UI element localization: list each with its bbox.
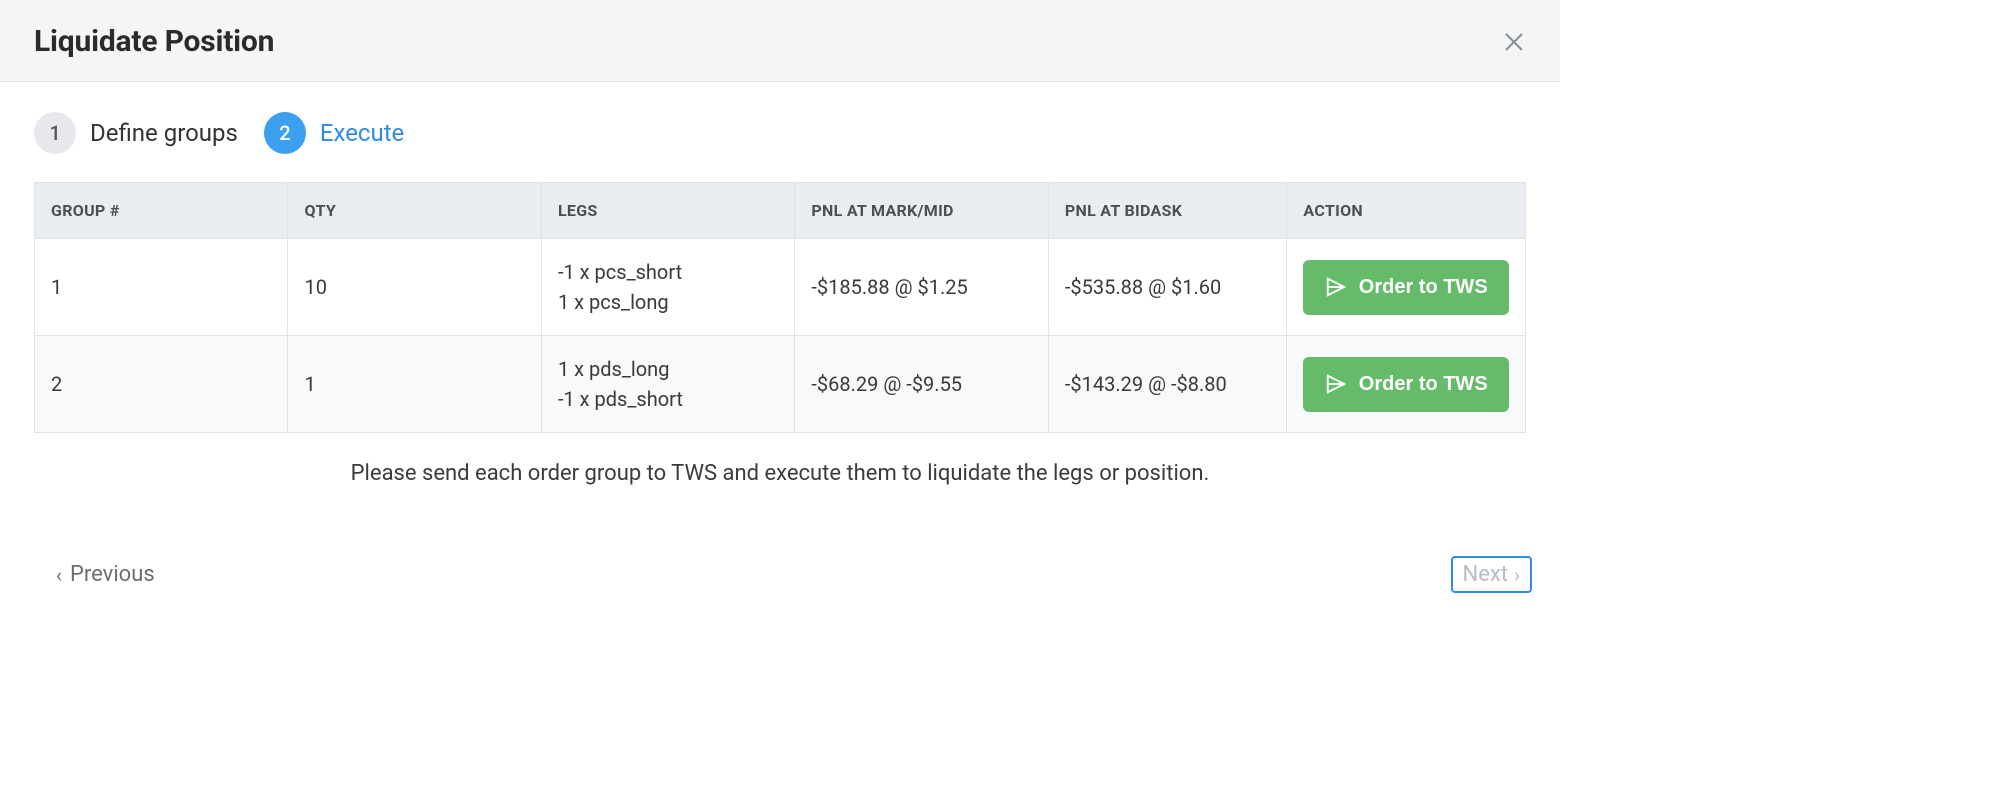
cell-action: Order to TWS — [1287, 336, 1526, 433]
order-button-label: Order to TWS — [1359, 276, 1488, 299]
cell-legs: -1 x pcs_short 1 x pcs_long — [541, 239, 794, 336]
send-icon — [1325, 373, 1347, 395]
cell-pnl-mark: -$185.88 @ $1.25 — [795, 239, 1048, 336]
stepper: 1 Define groups 2 Execute — [0, 82, 1560, 182]
cell-pnl-mark: -$68.29 @ -$9.55 — [795, 336, 1048, 433]
cell-pnl-bidask: -$143.29 @ -$8.80 — [1048, 336, 1287, 433]
leg-line: -1 x pcs_short — [558, 257, 778, 287]
cell-legs: 1 x pds_long -1 x pds_short — [541, 336, 794, 433]
cell-qty: 1 — [288, 336, 541, 433]
wizard-footer: ‹ Previous Next › — [0, 496, 1560, 613]
leg-line: -1 x pds_short — [558, 384, 778, 414]
col-qty: QTY — [288, 183, 541, 239]
chevron-right-icon: › — [1514, 565, 1520, 585]
cell-pnl-bidask: -$535.88 @ $1.60 — [1048, 239, 1287, 336]
step-1-badge: 1 — [34, 112, 76, 154]
chevron-left-icon: ‹ — [56, 565, 62, 585]
cell-qty: 10 — [288, 239, 541, 336]
modal-header: Liquidate Position — [0, 0, 1560, 82]
table-row: 1 10 -1 x pcs_short 1 x pcs_long -$185.8… — [35, 239, 1526, 336]
previous-label: Previous — [70, 562, 155, 587]
send-icon — [1325, 276, 1347, 298]
col-pnl-mark: PNL AT MARK/MID — [795, 183, 1048, 239]
step-1[interactable]: 1 Define groups — [34, 112, 238, 154]
col-group: GROUP # — [35, 183, 288, 239]
cell-action: Order to TWS — [1287, 239, 1526, 336]
table-row: 2 1 1 x pds_long -1 x pds_short -$68.29 … — [35, 336, 1526, 433]
instruction-text: Please send each order group to TWS and … — [0, 433, 1560, 496]
cell-group: 2 — [35, 336, 288, 433]
step-1-label: Define groups — [90, 119, 238, 147]
leg-line: 1 x pcs_long — [558, 287, 778, 317]
leg-line: 1 x pds_long — [558, 354, 778, 384]
step-2[interactable]: 2 Execute — [264, 112, 404, 154]
previous-button[interactable]: ‹ Previous — [56, 562, 155, 587]
step-2-badge: 2 — [264, 112, 306, 154]
col-pnl-bidask: PNL AT BIDASK — [1048, 183, 1287, 239]
col-action: ACTION — [1287, 183, 1526, 239]
groups-table: GROUP # QTY LEGS PNL AT MARK/MID PNL AT … — [34, 182, 1526, 433]
order-to-tws-button[interactable]: Order to TWS — [1303, 260, 1509, 315]
step-2-label: Execute — [320, 119, 404, 147]
col-legs: LEGS — [541, 183, 794, 239]
order-to-tws-button[interactable]: Order to TWS — [1303, 357, 1509, 412]
next-label: Next — [1463, 562, 1508, 587]
close-icon[interactable] — [1502, 30, 1526, 54]
cell-group: 1 — [35, 239, 288, 336]
modal-title: Liquidate Position — [34, 24, 274, 59]
order-button-label: Order to TWS — [1359, 373, 1488, 396]
next-button[interactable]: Next › — [1451, 556, 1533, 593]
